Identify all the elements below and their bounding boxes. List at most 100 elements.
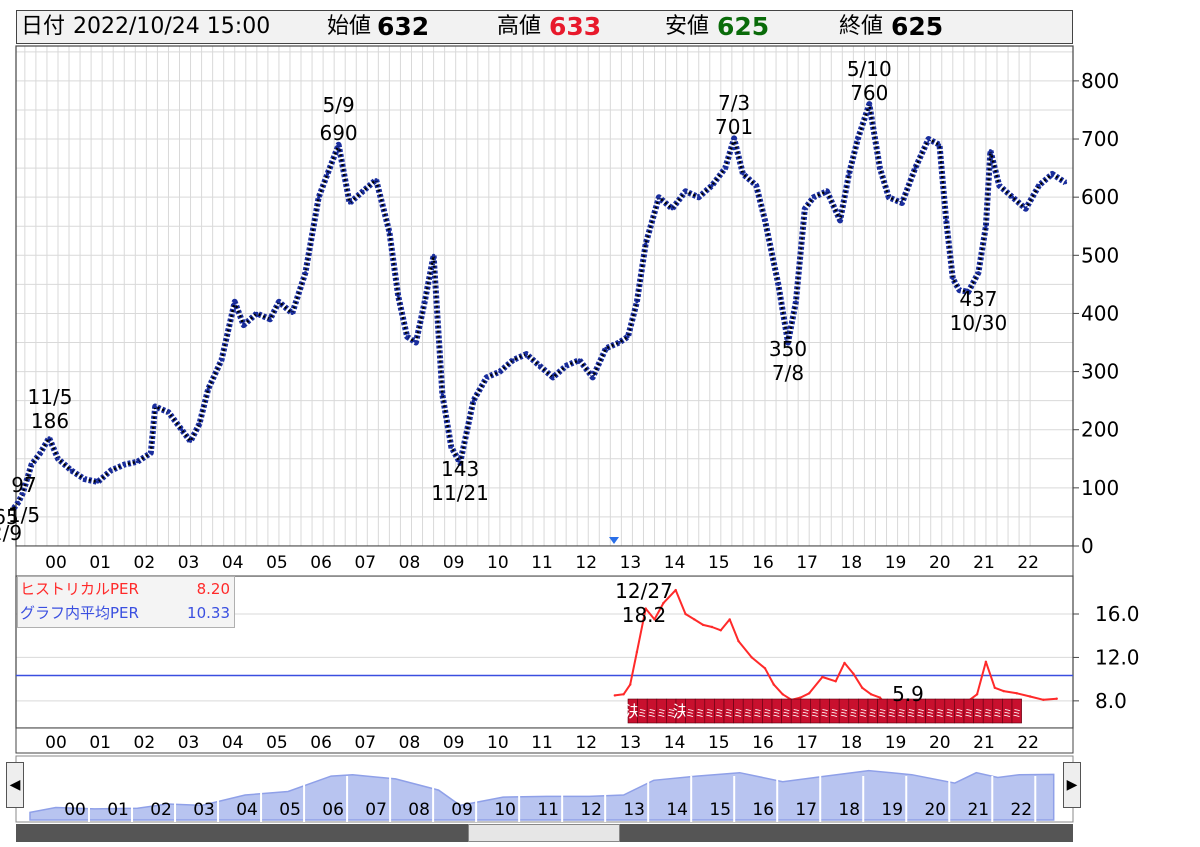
per-x-tick-label: 08 — [399, 733, 421, 753]
earnings-marker-label: ミ — [954, 709, 964, 720]
per-y-tick-label: 8.0 — [1095, 689, 1127, 713]
earnings-marker-label: ミ — [935, 709, 945, 720]
navigator-x-tick-label: 12 — [580, 800, 602, 820]
price-point — [951, 277, 955, 281]
navigator-x-tick-label: 22 — [1010, 800, 1032, 820]
per-annotation-date: 12/27 — [615, 579, 673, 603]
price-header: 日付 2022/10/24 15:00 始値 632 高値 633 安値 625… — [16, 10, 1073, 44]
price-point — [485, 375, 489, 379]
low-value: 625 — [717, 12, 770, 41]
earnings-marker-label: ミ — [877, 709, 887, 720]
navigator-x-tick-label: 03 — [193, 800, 215, 820]
per-x-ticks: 00 01 02 03 04 05 06 07 08 09 10 11 12 13 14 15 16 17 18 19… — [45, 733, 1039, 753]
price-point — [577, 358, 582, 362]
earnings-marker-label: ミ — [801, 709, 811, 720]
per-y-tick-label: 16.0 — [1095, 602, 1140, 626]
price-point — [812, 195, 816, 199]
per-x-tick-label: 19 — [885, 733, 907, 753]
price-point — [1010, 195, 1015, 199]
price-point — [29, 463, 34, 467]
per-legend-value: 8.20 — [196, 580, 230, 598]
per-point — [1015, 692, 1019, 695]
price-point — [697, 195, 701, 199]
scroll-left-button[interactable]: ◀ — [6, 762, 24, 808]
earnings-marker-label: ミ — [916, 709, 926, 720]
earnings-marker-label: ミ — [791, 709, 801, 720]
price-point — [471, 399, 475, 403]
price-x-tick-label: 13 — [620, 553, 642, 573]
per-point — [808, 692, 811, 695]
price-point — [794, 300, 798, 304]
price-x-tick-label: 09 — [443, 553, 465, 573]
earnings-marker-label: ミ — [743, 709, 753, 720]
earnings-marker-label: ミ — [993, 709, 1003, 720]
per-annotation-min: 5.9 — [892, 682, 924, 706]
scrollbar-thumb[interactable] — [468, 824, 620, 842]
earnings-marker-label: ミ — [897, 709, 907, 720]
price-point — [524, 352, 529, 356]
price-y-tick-label: 600 — [1081, 185, 1119, 209]
price-x-ticks: 00 01 02 03 04 05 06 07 08 09 10 11 12 13 14 15 16 17 18 19… — [45, 553, 1039, 573]
per-x-tick-label: 11 — [531, 733, 553, 753]
annotation-line1: 65 — [0, 505, 19, 529]
earnings-marker-label: ミ — [810, 709, 820, 720]
per-point — [843, 661, 846, 665]
per-point — [993, 686, 996, 689]
annotation-line1: 437 — [959, 287, 997, 311]
per-x-tick-label: 12 — [575, 733, 597, 753]
price-point — [847, 172, 851, 176]
price-x-tick-label: 19 — [885, 553, 907, 573]
price-x-tick-label: 06 — [310, 553, 332, 573]
earnings-marker-label: ミ — [868, 709, 878, 720]
per-x-tick-label: 04 — [222, 733, 244, 753]
annotation-line1: 7/3 — [718, 91, 750, 115]
navigator-area[interactable]: 00 01 02 03 04 05 06 07 08 09 10 11 12 13 14 15 16 17 18 19… — [15, 755, 1074, 823]
per-point — [763, 667, 767, 670]
price-point — [657, 195, 661, 199]
price-line — [12, 102, 1067, 509]
price-point — [617, 340, 621, 345]
price-point — [255, 311, 259, 315]
price-x-tick-label: 07 — [354, 553, 376, 573]
earnings-marker-label: ミ — [781, 709, 791, 720]
price-x-tick-label: 05 — [266, 553, 288, 573]
per-x-tick-label: 00 — [45, 733, 67, 753]
per-point — [710, 625, 714, 629]
per-point — [821, 675, 824, 679]
price-point — [937, 143, 942, 147]
per-point — [719, 629, 722, 632]
price-point — [763, 218, 767, 222]
per-x-tick-label: 07 — [354, 733, 376, 753]
price-point — [96, 480, 100, 484]
price-point — [913, 166, 917, 170]
earnings-marker-label: 決 — [625, 702, 641, 721]
price-point — [122, 463, 126, 467]
navigator-x-tick-label: 02 — [150, 800, 172, 820]
price-point — [16, 500, 20, 504]
annotation-line1: 5/9 — [322, 93, 354, 117]
price-point — [511, 358, 515, 362]
navigator-x-tick-label: 01 — [107, 800, 129, 820]
navigator-x-tick-label: 00 — [64, 800, 86, 820]
price-point — [683, 189, 688, 193]
annotation-line2: 11/21 — [431, 481, 489, 505]
per-point — [701, 623, 705, 627]
price-point — [242, 323, 246, 327]
open-value: 632 — [377, 12, 430, 41]
price-point — [887, 195, 891, 199]
price-point — [754, 183, 758, 188]
price-point — [423, 300, 427, 304]
price-point — [803, 207, 807, 211]
high-label: 高値 — [497, 14, 542, 39]
price-point — [1050, 172, 1054, 176]
navigator-x-tick-label: 04 — [236, 800, 258, 820]
per-legend-label: ヒストリカルPER — [20, 580, 139, 598]
date-label: 日付 — [21, 14, 66, 39]
price-point — [710, 183, 714, 188]
scroll-right-button[interactable]: ▶ — [1063, 762, 1081, 808]
price-x-tick-label: 11 — [531, 553, 553, 573]
per-point — [737, 639, 740, 643]
price-point — [166, 410, 171, 414]
